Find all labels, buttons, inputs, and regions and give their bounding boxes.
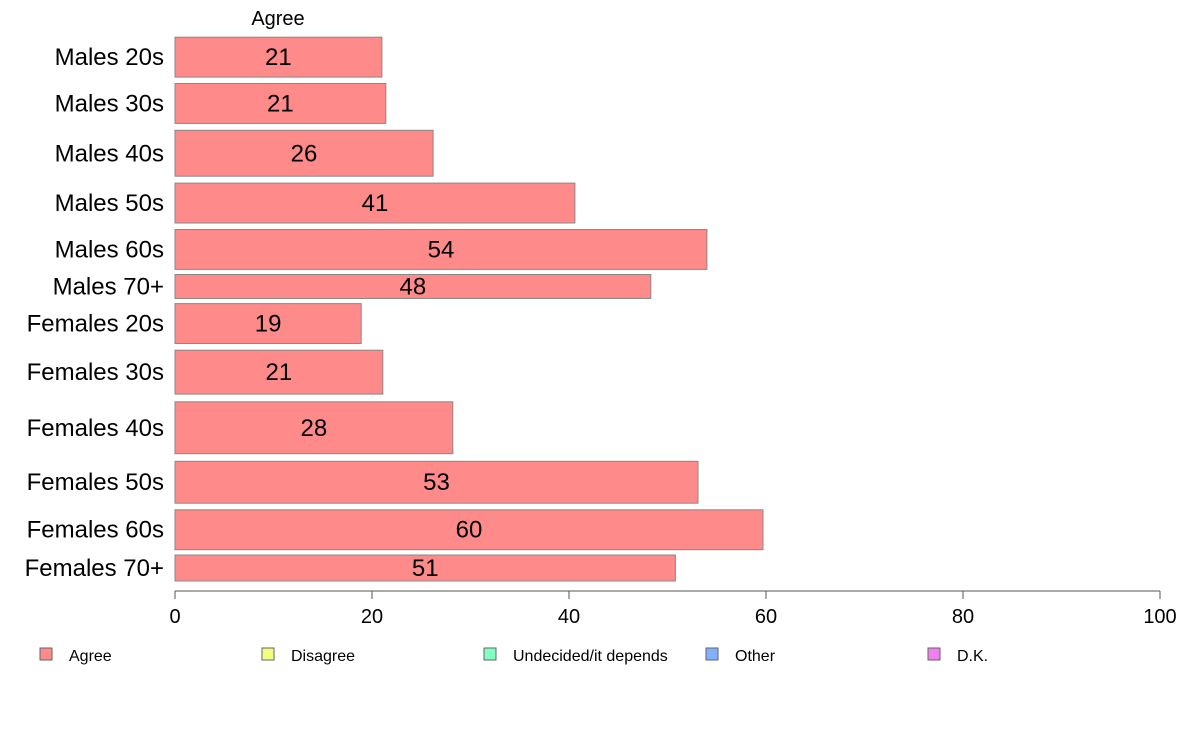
legend-label: Other bbox=[735, 648, 776, 665]
category-label: Females 50s bbox=[27, 469, 164, 496]
x-tick-label: 40 bbox=[558, 606, 580, 628]
bar-females-40s bbox=[174, 401, 454, 455]
value-label: 54 bbox=[428, 236, 455, 263]
value-label: 28 bbox=[301, 415, 328, 442]
category-labels: Males 20s Males 30s Males 40s Males 50s Male… bbox=[25, 44, 164, 582]
x-tick-label: 0 bbox=[169, 606, 180, 628]
legend-label: Agree bbox=[69, 648, 112, 665]
bar-males-40s bbox=[174, 129, 434, 177]
bar-females-70- bbox=[174, 554, 676, 582]
bar-males-70- bbox=[174, 274, 652, 299]
legend-swatch bbox=[927, 647, 941, 661]
value-label: 19 bbox=[255, 311, 282, 338]
x-tick-label: 80 bbox=[952, 606, 974, 628]
legend-label: Disagree bbox=[291, 648, 355, 665]
category-label: Males 40s bbox=[55, 140, 164, 167]
bar-females-30s bbox=[174, 349, 384, 395]
category-label: Males 50s bbox=[55, 190, 164, 217]
value-label: 21 bbox=[266, 359, 293, 386]
category-label: Males 20s bbox=[55, 44, 164, 71]
legend-swatch bbox=[39, 647, 53, 661]
legend-swatch bbox=[705, 647, 719, 661]
column-header: Agree bbox=[251, 8, 304, 30]
legend-swatch bbox=[483, 647, 497, 661]
bar-males-30s bbox=[174, 83, 387, 124]
category-label: Females 70+ bbox=[25, 555, 164, 582]
bar-females-20s bbox=[174, 303, 362, 345]
category-label: Females 30s bbox=[27, 359, 164, 386]
value-label: 48 bbox=[400, 274, 427, 301]
legend-label: Undecided/it depends bbox=[513, 648, 668, 665]
bar-males-60s bbox=[174, 229, 708, 270]
value-label: 26 bbox=[291, 140, 318, 167]
value-label: 53 bbox=[423, 469, 450, 496]
bar-males-50s bbox=[174, 182, 576, 224]
value-label: 21 bbox=[265, 44, 292, 71]
bar-females-50s bbox=[174, 460, 699, 504]
x-axis: 0 20 40 60 80 100 bbox=[169, 590, 1177, 628]
bar-females-60s bbox=[174, 509, 764, 551]
value-label: 21 bbox=[267, 91, 294, 118]
bars-group bbox=[174, 36, 764, 582]
bar-males-20s bbox=[174, 36, 383, 78]
value-label: 41 bbox=[362, 190, 389, 217]
category-label: Males 70+ bbox=[53, 274, 164, 301]
category-label: Females 60s bbox=[27, 517, 164, 544]
x-tick-label: 60 bbox=[755, 606, 777, 628]
x-tick-label: 20 bbox=[361, 606, 383, 628]
legend-label: D.K. bbox=[957, 648, 988, 665]
value-label: 60 bbox=[456, 517, 483, 544]
legend: Agree Disagree Undecided/it depends Other D.… bbox=[39, 647, 988, 665]
category-label: Females 20s bbox=[27, 311, 164, 338]
category-label: Males 60s bbox=[55, 236, 164, 263]
category-label: Males 30s bbox=[55, 91, 164, 118]
x-tick-label: 100 bbox=[1143, 606, 1176, 628]
category-label: Females 40s bbox=[27, 415, 164, 442]
value-label: 51 bbox=[412, 555, 439, 582]
legend-swatch bbox=[261, 647, 275, 661]
